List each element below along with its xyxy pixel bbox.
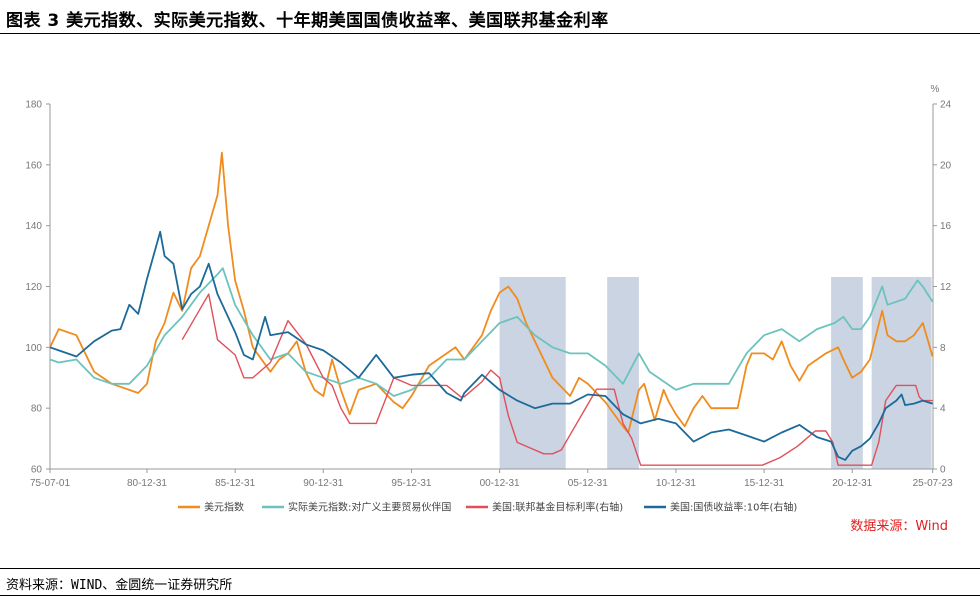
series-real-dollar-index — [49, 267, 934, 397]
x-tick-label: 25-07-23 — [913, 478, 953, 489]
y-left-tick-label: 120 — [25, 282, 42, 293]
y-left-tick-label: 60 — [31, 465, 43, 476]
x-tick-label: 20-12-31 — [832, 478, 872, 489]
highlight-band-3 — [831, 277, 863, 469]
bottom-rule — [0, 595, 980, 596]
y-right-tick-label: 4 — [940, 404, 946, 415]
highlight-band-4 — [871, 277, 932, 469]
series-dollar-index — [49, 151, 934, 434]
x-tick-label: 80-12-31 — [127, 478, 167, 489]
highlight-band-1 — [499, 277, 566, 469]
y-left-tick-label: 100 — [25, 343, 42, 354]
x-tick-label: 00-12-31 — [480, 478, 520, 489]
x-tick-label: 75-07-01 — [30, 478, 70, 489]
y-right-tick-label: 12 — [940, 282, 952, 293]
line-chart: 60 80 100 120 140 160 180 0 4 8 12 16 20 24% 75-07-01 8… — [25, 84, 953, 534]
y-right-tick-label: 16 — [940, 221, 952, 232]
top-divider — [0, 33, 980, 34]
y-right-tick-label: 8 — [940, 343, 946, 354]
bottom-divider — [0, 568, 980, 569]
x-tick-label: 10-12-31 — [656, 478, 696, 489]
figure-title: 图表 3 美元指数、实际美元指数、十年期美国国债收益率、美国联邦基金利率 — [6, 11, 609, 31]
series-10y-treasury — [49, 230, 933, 461]
y-left-tick-label: 180 — [25, 100, 42, 111]
y-right-tick-label: 24 — [940, 100, 952, 111]
y-left-tick-label: 80 — [31, 404, 43, 415]
series-fed-funds-rate — [181, 293, 933, 466]
legend-label-4: 美国:国债收益率:10年(右轴) — [670, 501, 797, 514]
y-left-tick-label: 140 — [25, 221, 42, 232]
y-right-tick-label: 20 — [940, 160, 952, 171]
x-tick-label: 85-12-31 — [215, 478, 255, 489]
x-tick-label: 05-12-31 — [568, 478, 608, 489]
legend-label-2: 实际美元指数:对广义主要贸易伙伴国 — [288, 501, 451, 514]
y-left-tick-label: 160 — [25, 160, 42, 171]
x-tick-label: 15-12-31 — [744, 478, 784, 489]
legend-label-1: 美元指数 — [204, 501, 244, 514]
x-tick-label: 95-12-31 — [391, 478, 431, 489]
y-right-tick-label: 0 — [940, 465, 946, 476]
data-credit: 数据来源：Wind — [850, 519, 948, 534]
x-tick-label: 90-12-31 — [303, 478, 343, 489]
source-note: 资料来源：WIND、金圆统一证券研究所 — [6, 578, 233, 593]
legend-label-3: 美国:联邦基金目标利率(右轴) — [492, 501, 623, 514]
y-right-unit: % — [931, 84, 940, 95]
